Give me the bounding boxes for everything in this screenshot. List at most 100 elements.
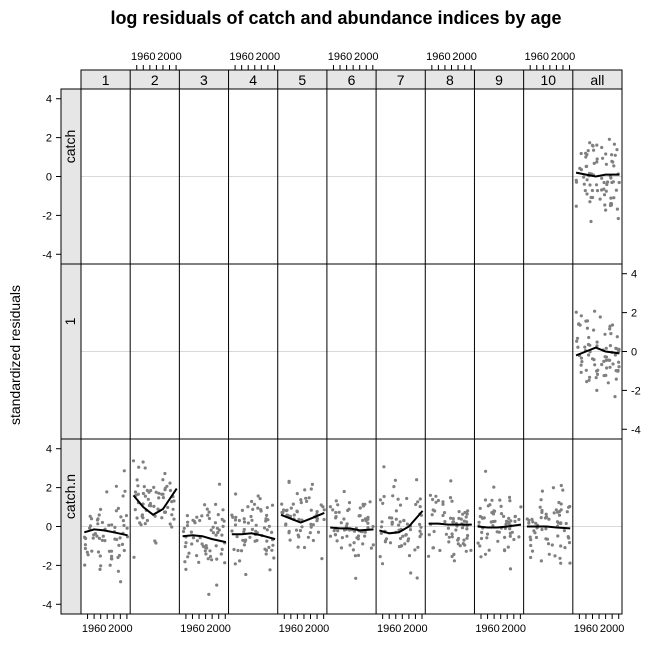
data-point	[172, 517, 176, 521]
data-point	[438, 548, 442, 553]
data-point	[441, 513, 445, 518]
data-point	[405, 522, 409, 526]
data-point	[436, 498, 440, 503]
strip-label-age-7: 7	[397, 72, 405, 88]
data-point	[559, 508, 563, 512]
data-point	[100, 520, 104, 525]
data-point	[121, 494, 125, 498]
data-point	[507, 495, 512, 499]
data-point	[198, 518, 202, 523]
data-point	[477, 520, 481, 524]
data-point	[265, 506, 269, 510]
smooth-line	[330, 526, 374, 532]
data-point	[488, 503, 492, 507]
data-point	[452, 559, 456, 563]
data-point	[508, 531, 512, 536]
data-point	[220, 547, 224, 552]
data-point	[217, 482, 222, 486]
data-point	[588, 141, 592, 145]
data-point	[447, 535, 451, 539]
data-point	[221, 524, 225, 529]
data-point	[171, 507, 175, 511]
data-point	[431, 546, 436, 550]
data-point	[90, 549, 94, 553]
data-point	[168, 488, 173, 493]
data-point	[396, 497, 400, 501]
data-point	[557, 500, 561, 505]
data-point	[138, 521, 142, 525]
data-point	[249, 514, 253, 519]
data-point	[432, 529, 436, 534]
data-point	[528, 535, 532, 539]
data-point	[204, 552, 208, 556]
data-point	[559, 521, 563, 525]
data-point	[616, 216, 620, 221]
data-point	[239, 549, 244, 553]
data-point	[487, 548, 491, 552]
data-point	[608, 365, 612, 369]
data-point	[617, 180, 621, 185]
data-point	[95, 534, 99, 538]
data-point	[181, 529, 186, 534]
data-point	[143, 466, 147, 470]
data-point	[170, 500, 174, 504]
data-point	[311, 538, 315, 543]
data-point	[190, 542, 194, 546]
data-point	[462, 519, 466, 523]
data-point	[143, 522, 147, 526]
panel-catch.n-5	[280, 479, 326, 561]
data-point	[124, 514, 129, 518]
panel-catch.n-7	[378, 465, 424, 580]
data-point	[602, 180, 606, 185]
data-point	[590, 143, 595, 147]
smooth-line	[280, 511, 325, 524]
smooth-line	[379, 510, 424, 535]
data-point	[208, 554, 213, 559]
data-point	[593, 363, 597, 367]
data-point	[233, 562, 237, 566]
data-point	[297, 517, 301, 522]
data-point	[306, 535, 310, 539]
data-point	[397, 523, 401, 527]
data-point	[153, 514, 157, 518]
data-point	[149, 488, 153, 493]
data-point	[418, 535, 422, 539]
data-point	[219, 552, 223, 556]
data-point	[610, 323, 615, 327]
strip-label-row-1: 1	[62, 317, 78, 325]
strip-label-age-5: 5	[298, 72, 306, 88]
data-point	[485, 536, 489, 540]
panel-catch.n-8	[427, 479, 473, 563]
data-point	[98, 567, 102, 572]
data-point	[462, 538, 466, 542]
strip-label-age-all: all	[590, 72, 604, 88]
data-point	[588, 375, 592, 379]
data-point	[170, 513, 174, 517]
data-point	[459, 517, 463, 521]
data-point	[609, 332, 613, 336]
data-point	[145, 518, 149, 523]
data-point	[602, 374, 606, 378]
data-point	[519, 505, 523, 509]
data-point	[513, 519, 517, 524]
data-point	[310, 482, 314, 486]
data-point	[450, 499, 454, 503]
data-point	[83, 546, 87, 551]
data-point	[604, 358, 608, 362]
data-point	[352, 541, 356, 545]
data-point	[588, 343, 592, 347]
smooth-line	[84, 528, 128, 537]
data-point	[334, 510, 338, 515]
data-point	[254, 523, 258, 527]
data-point	[160, 492, 164, 496]
data-point	[563, 546, 567, 550]
data-point	[579, 370, 583, 374]
data-point	[530, 517, 534, 522]
data-point	[595, 143, 599, 147]
data-point	[457, 510, 461, 514]
data-point	[280, 510, 284, 515]
data-point	[450, 554, 454, 559]
data-point	[132, 555, 136, 559]
data-point	[418, 522, 422, 527]
